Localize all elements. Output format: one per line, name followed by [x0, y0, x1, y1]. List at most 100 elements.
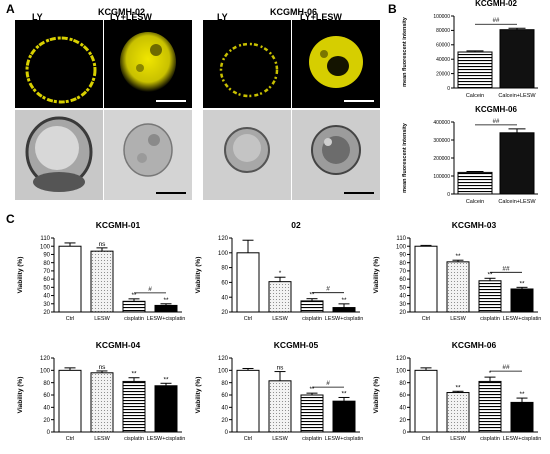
y-tick-label: 0 [403, 430, 407, 436]
significance-mark: ** [519, 391, 525, 398]
y-tick-label: 20 [399, 310, 406, 316]
y-axis-label: mean fluorescent intensity [402, 122, 408, 193]
x-tick-label: Ctrl [244, 316, 253, 322]
fluorescence-image-06-lesw [292, 20, 380, 108]
y-tick-label: 100 [396, 368, 407, 374]
chart-c4-kcgmh04: KCGMH-04 Viability (%) 0 20 40 60 80 100 120 Ctrl… [17, 340, 186, 442]
y-axis-label: Viability (%) [373, 257, 380, 294]
y-tick-label: 0 [447, 86, 450, 92]
x-tick-label: LESW+cisplatin [147, 436, 186, 442]
significance-mark: ** [455, 253, 461, 260]
bar-calcein-lesw [499, 132, 535, 195]
y-axis-label: Viability (%) [17, 377, 24, 414]
chart-title: KCGMH-06 [475, 105, 517, 114]
bar-ctrl [58, 369, 82, 433]
y-tick-label: 100 [218, 251, 229, 257]
x-tick-label: LESW [94, 436, 110, 442]
y-tick-label: 80 [399, 381, 406, 387]
bar-cisplatin [300, 394, 324, 433]
y-tick-label: 100000 [433, 174, 450, 180]
label-ly-02: LY [32, 12, 43, 22]
x-tick-label: Calcein+LESW [498, 199, 536, 205]
comparison-mark: ## [502, 265, 510, 272]
fluorescence-image-02-lesw [104, 20, 192, 108]
fluorescence-image-02-ly [15, 20, 103, 108]
y-axis-label: mean fluorescent intensity [402, 16, 408, 87]
bar-ctrl [414, 369, 438, 433]
x-tick-label: LESW [94, 316, 110, 322]
significance-mark: ** [131, 371, 137, 378]
y-tick-label: 20 [43, 310, 50, 316]
y-tick-label: 20 [221, 418, 228, 424]
comparison-mark: ## [493, 119, 500, 125]
chart-c5-kcgmh05: KCGMH-05 Viability (%) 0 20 40 60 80 100 120 Ctrl… [195, 340, 363, 442]
y-tick-label: 100 [218, 368, 229, 374]
chart-b2-kcgmh06: KCGMH-06 mean fluorescent intensity 0 10000… [402, 105, 538, 205]
y-tick-label: 110 [40, 236, 50, 242]
y-tick-label: 20 [399, 418, 406, 424]
y-tick-label: 100 [396, 244, 407, 250]
y-tick-label: 40 [399, 405, 406, 411]
x-tick-label: cisplatin [124, 436, 144, 442]
y-tick-label: 30 [43, 302, 50, 308]
chart-c6-kcgmh06: KCGMH-06 Viability (%) 0 20 40 60 80 100 120 Ctrl… [373, 340, 542, 442]
y-tick-label: 120 [218, 236, 229, 242]
bar-lesw [268, 281, 292, 313]
bar-ctrl [236, 369, 260, 433]
y-tick-label: 40 [43, 294, 50, 300]
bar-ctrl [58, 245, 82, 313]
y-tick-label: 70 [399, 269, 406, 275]
y-tick-label: 40 [399, 294, 406, 300]
x-tick-label: LESW+cisplatin [503, 436, 542, 442]
bar-cisplatin [478, 380, 502, 433]
y-tick-label: 40 [43, 405, 50, 411]
x-tick-label: Ctrl [66, 316, 75, 322]
brightfield-image-06-lesw [292, 110, 380, 200]
bar-cisplatin [122, 300, 146, 313]
bar-lesw [90, 372, 114, 433]
significance-mark: ** [131, 292, 137, 299]
y-tick-label: 100000 [433, 14, 450, 20]
bar-cisplatin [300, 300, 324, 313]
x-tick-label: cisplatin [124, 316, 144, 322]
significance-mark: ** [163, 297, 169, 304]
x-tick-label: Ctrl [422, 436, 431, 442]
bar-lesw-cisplatin [332, 307, 356, 313]
panel-label-b: B [388, 2, 397, 16]
bar-calcein [457, 171, 493, 195]
chart-c2-02: 02 Viability (%) 20 40 60 80 100 120 Ctrl LESW * ci… [195, 220, 363, 322]
x-tick-label: LESW+cisplatin [147, 316, 186, 322]
micro-title-right: KCGMH-06 [270, 7, 318, 17]
chart-title: KCGMH-04 [96, 340, 141, 350]
y-tick-label: 0 [447, 192, 450, 198]
chart-c1-kcgmh01: KCGMH-01 Viability (%) 20 30 40 50 60 70 80 90 100… [17, 220, 186, 322]
y-tick-label: 20 [43, 418, 50, 424]
comparison-mark: ## [502, 364, 510, 371]
y-tick-label: 200000 [433, 156, 450, 162]
y-tick-label: 100 [40, 368, 51, 374]
y-axis-label: Viability (%) [195, 377, 202, 414]
y-tick-label: 60000 [436, 43, 450, 49]
y-tick-label: 100 [40, 244, 51, 250]
significance-mark: ** [487, 271, 493, 278]
y-tick-label: 120 [40, 356, 51, 362]
y-tick-label: 70 [43, 269, 50, 275]
chart-title: KCGMH-01 [96, 220, 141, 230]
y-tick-label: 80 [221, 266, 228, 272]
y-tick-label: 90 [399, 253, 406, 259]
bar-lesw-cisplatin [154, 304, 178, 313]
label-lesw-02: LY+LESW [110, 12, 152, 22]
x-tick-label: LESW [272, 316, 288, 322]
y-tick-label: 400000 [433, 120, 450, 126]
y-tick-label: 60 [43, 277, 50, 283]
x-tick-label: Calcein [466, 93, 484, 99]
significance-mark: ** [455, 384, 461, 391]
y-tick-label: 20 [221, 310, 228, 316]
y-tick-label: 80 [43, 261, 50, 267]
x-tick-label: Ctrl [66, 436, 75, 442]
x-tick-label: cisplatin [302, 436, 322, 442]
y-tick-label: 40000 [436, 57, 450, 63]
bar-lesw [90, 250, 114, 313]
significance-mark: ** [309, 386, 315, 393]
significance-mark: ** [341, 297, 347, 304]
